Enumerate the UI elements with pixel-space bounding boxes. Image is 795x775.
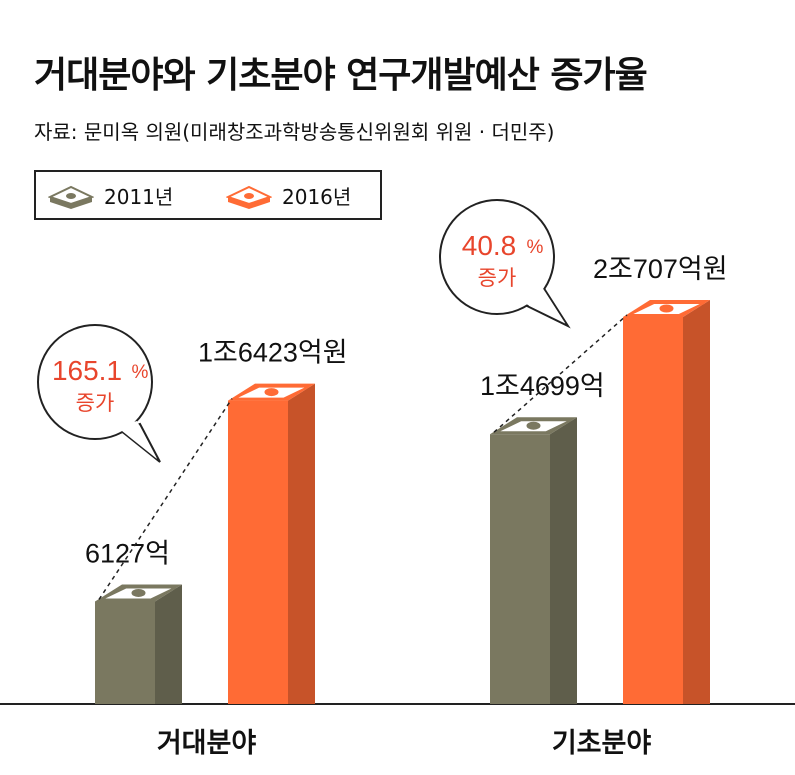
source-note: 자료: 문미옥 의원(미래창조과학방송통신위원회 위원 · 더민주) xyxy=(34,120,555,144)
banknote-coin-large-2016 xyxy=(264,388,279,397)
bar-side-basic-2016 xyxy=(683,300,710,704)
growth-value: 40.8 xyxy=(462,230,517,261)
growth-connector-large xyxy=(98,398,233,600)
bubble-tail-mask xyxy=(522,287,565,323)
legend-item-2016: 2016년 xyxy=(226,172,351,218)
value-label-basic-2011: 1조4699억 xyxy=(480,371,605,401)
money-bundle-icon xyxy=(48,185,94,209)
growth-label: 증가 xyxy=(76,391,115,415)
value-label-basic-2016: 2조707억원 xyxy=(593,254,728,284)
legend-label-2011: 2011년 xyxy=(104,184,174,209)
bar-side-large-2016 xyxy=(288,383,315,704)
growth-bubble-basic xyxy=(439,199,555,315)
legend-label-2016: 2016년 xyxy=(282,184,352,209)
legend: 2011년 2016년 xyxy=(34,170,382,220)
banknote-coin-large-2011 xyxy=(131,588,146,597)
category-label-basic: 기초분야 xyxy=(552,728,652,759)
growth-bubble-large xyxy=(37,324,153,440)
bar-side-basic-2011 xyxy=(550,417,577,704)
value-label-large-2011: 6127억 xyxy=(85,538,170,568)
category-label-large: 거대분야 xyxy=(157,728,257,759)
legend-item-2011: 2011년 xyxy=(48,172,173,218)
bar-side-large-2011 xyxy=(155,584,182,704)
growth-value: 165.1 xyxy=(52,355,122,386)
bar-large-2016 xyxy=(228,400,288,704)
value-label-large-2016: 1조6423억원 xyxy=(198,338,348,368)
growth-percent-sign: % xyxy=(527,237,544,258)
bar-large-2011 xyxy=(95,601,155,704)
growth-percent-sign: % xyxy=(132,362,149,383)
bar-basic-2016 xyxy=(623,317,683,704)
banknote-coin-basic-2016 xyxy=(659,304,674,313)
chart-title: 거대분야와 기초분야 연구개발예산 증가율 xyxy=(34,55,648,96)
growth-label: 증가 xyxy=(478,266,517,290)
banknote-coin-basic-2011 xyxy=(526,421,541,430)
growth-connector-basic xyxy=(493,314,628,433)
money-bundle-icon xyxy=(226,185,272,209)
bubble-tail-mask xyxy=(117,421,157,459)
bar-basic-2011 xyxy=(490,434,550,704)
